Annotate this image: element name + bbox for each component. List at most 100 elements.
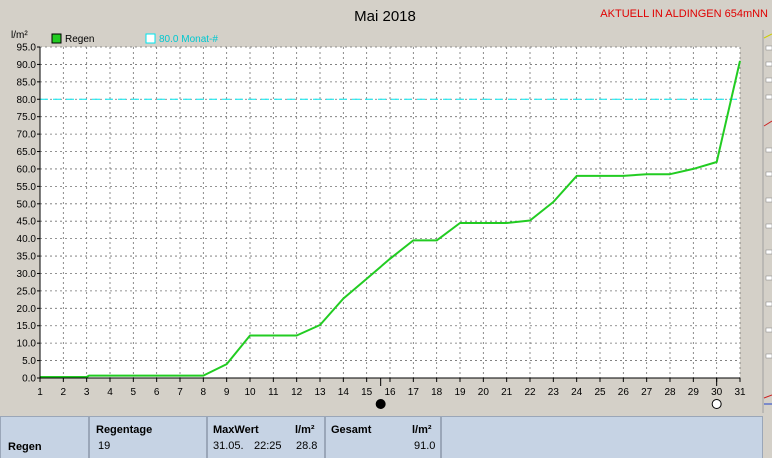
y-tick-label: 30.0 [17,269,37,280]
right-strip-tick [763,394,772,399]
y-tick-label: 10.0 [17,339,37,350]
y-tick-label: 65.0 [17,147,37,158]
x-tick-label: 27 [641,387,653,398]
y-tick-label: 50.0 [17,199,37,210]
y-tick-label: 95.0 [17,43,37,54]
x-tick-label: 30 [711,387,723,398]
x-tick-label: 12 [291,387,303,398]
legend-label-regen: Regen [65,34,94,45]
legend-swatch-reference [145,33,156,44]
y-axis-label: l/m² [11,30,28,41]
y-tick-label: 45.0 [17,217,37,228]
x-tick-label: 29 [688,387,700,398]
maxwert-value: 28.8 [296,440,318,452]
y-tick-label: 85.0 [17,77,37,88]
right-strip-box [765,301,772,307]
stats-regentage-cell: Regentage 19 [89,416,207,458]
x-tick-label: 9 [224,387,230,398]
y-tick-label: 55.0 [17,182,37,193]
x-ticks: 1 2 3 4 5 6 7 8 9 10 11 12 13 14 15 16 17 18 19 20 21 22 23 24 2… [37,378,746,398]
gesamt-unit: l/m² [412,424,432,436]
x-tick-label: 14 [338,387,350,398]
series-line-regen [40,60,741,378]
right-strip-box [765,147,772,153]
right-strip-tick [763,120,772,127]
x-tick-label: 25 [594,387,606,398]
right-strip-box [765,77,772,83]
y-tick-label: 15.0 [17,321,37,332]
y-tick-label: 35.0 [17,252,37,263]
chart-title: Mai 2018 [354,8,416,25]
x-tick-label: 13 [314,387,326,398]
y-tick-label: 70.0 [17,130,37,141]
y-tick-label: 40.0 [17,234,37,245]
x-tick-label: 17 [408,387,420,398]
markers [375,378,722,409]
maxwert-unit: l/m² [295,424,315,436]
right-strip-box [765,45,772,51]
right-strip [762,30,772,413]
x-tick-label: 18 [431,387,443,398]
y-tick-label: 0.0 [22,374,36,385]
x-tick-label: 3 [84,387,90,398]
right-strip-box [765,223,772,229]
right-strip-box [765,249,772,255]
x-tick-label: 8 [201,387,207,398]
maxwert-label: MaxWert [213,424,259,436]
series-layer [40,60,741,378]
stats-label-cell: Regen [0,416,89,458]
stats-empty-cell [441,416,763,458]
x-tick-label: 31 [734,387,746,398]
x-tick-label: 19 [454,387,466,398]
y-tick-label: 20.0 [17,304,37,315]
y-tick-label: 5.0 [22,356,36,367]
x-tick-label: 1 [37,387,43,398]
y-tick-label: 80.0 [17,95,37,106]
right-strip-box [765,353,772,359]
x-tick-label: 4 [107,387,113,398]
maxwert-date: 31.05. [213,440,244,452]
stats-panel: Regen Regentage 19 MaxWert l/m² 31.05. 2… [0,413,772,458]
stats-gesamt-cell: Gesamt l/m² 91.0 [325,416,441,458]
x-tick-label: 21 [501,387,513,398]
x-tick-label: 20 [478,387,490,398]
right-strip-tick [763,33,772,39]
y-tick-label: 25.0 [17,286,37,297]
y-tick-label: 60.0 [17,164,37,175]
regentage-label: Regentage [96,424,153,436]
grid [39,46,741,379]
x-tick-label: 5 [131,387,137,398]
x-tick-label: 26 [618,387,630,398]
legend-label-reference: 80.0 Monat-# [159,34,218,45]
x-tick-label: 10 [244,387,256,398]
stats-row-label: Regen [8,441,42,453]
regentage-value: 19 [98,440,111,452]
right-strip-box [765,275,772,281]
x-tick-label: 23 [548,387,560,398]
gesamt-label: Gesamt [331,424,372,436]
y-ticks: 0.0 5.0 10.0 15.0 20.0 25.0 30.0 35.0 40.0 45.0 50… [17,43,40,385]
right-strip-box [765,94,772,100]
maxwert-time: 22:25 [254,440,282,452]
x-tick-label: 7 [177,387,183,398]
x-tick-label: 15 [361,387,373,398]
x-tick-label: 2 [61,387,67,398]
y-tick-label: 75.0 [17,112,37,123]
right-strip-box [765,171,772,177]
right-strip-box [765,327,772,333]
station-label: AKTUELL IN ALDINGEN 654mNN [600,8,768,20]
legend: Regen 80.0 Monat-# [51,33,218,45]
y-tick-label: 90.0 [17,60,37,71]
gesamt-value: 91.0 [414,440,436,452]
x-tick-label: 28 [664,387,676,398]
chart: Mai 2018 AKTUELL IN ALDINGEN 654mNN l/m²… [11,8,772,413]
x-tick-label: 11 [268,387,279,398]
x-tick-label: 22 [524,387,536,398]
legend-swatch-regen [51,33,62,44]
full-moon-icon [711,399,722,409]
x-tick-label: 24 [571,387,583,398]
right-strip-box [765,197,772,203]
x-tick-label: 6 [154,387,160,398]
new-moon-icon [375,399,386,409]
x-tick-label: 16 [384,387,396,398]
